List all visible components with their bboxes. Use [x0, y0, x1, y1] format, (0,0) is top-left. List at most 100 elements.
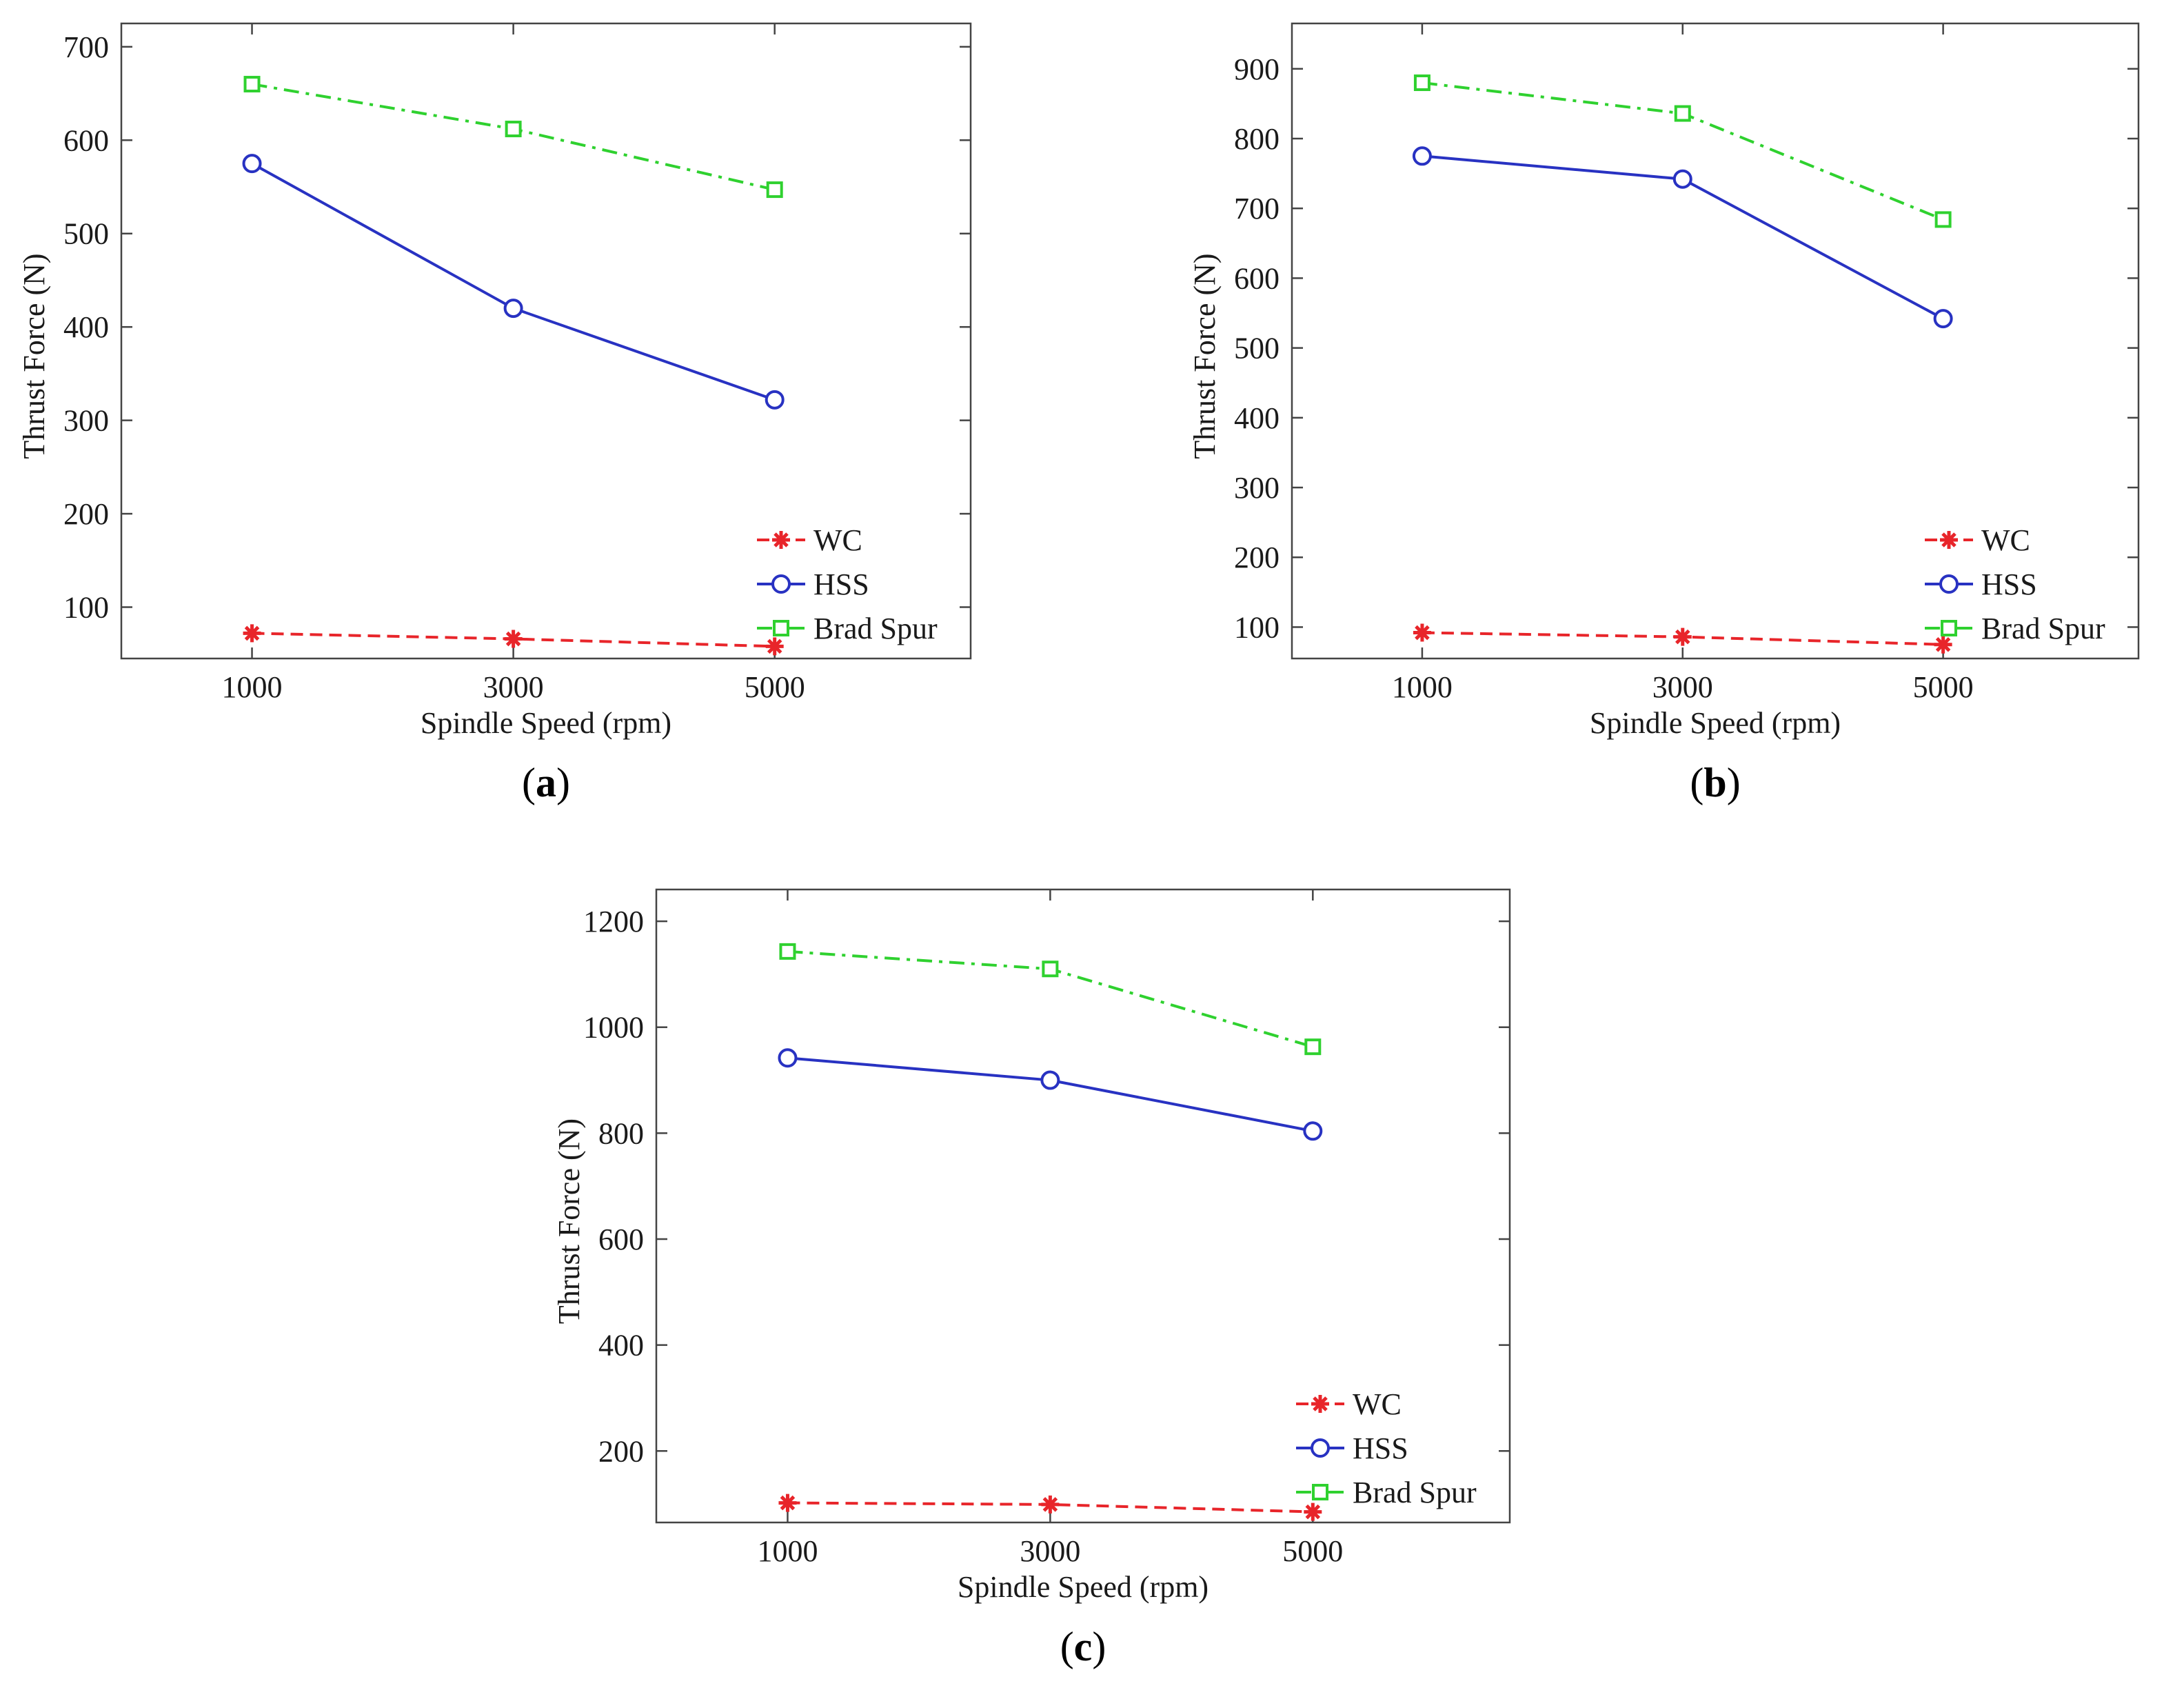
data-point: [504, 630, 523, 648]
x-axis-label: Spindle Speed (rpm): [1590, 706, 1841, 740]
data-point: [1042, 961, 1059, 978]
x-tick-label: 5000: [1282, 1534, 1343, 1568]
series-wc: [243, 624, 784, 656]
panel-caption: (c): [1060, 1624, 1106, 1669]
chart-panel-c: 200 400 600 800 1000 1200 1000 3000 5000 Spindle …: [538, 850, 1630, 1699]
legend-label: WC: [1353, 1387, 1402, 1421]
series-brad-spur: [779, 943, 1322, 1056]
y-tick-label: 1200: [583, 905, 644, 938]
legend-item: HSS: [757, 567, 869, 601]
data-point: [778, 1494, 797, 1512]
legend-label: Brad Spur: [1981, 612, 2105, 645]
data-point: [1934, 211, 1952, 228]
series-brad-spur: [1413, 74, 1952, 228]
legend-item: WC: [1925, 523, 2030, 557]
y-tick-label: 900: [1234, 52, 1280, 86]
x-tick-label: 5000: [1913, 670, 1974, 704]
y-axis-label: Thrust Force (N): [17, 253, 51, 459]
y-tick-label: 200: [598, 1434, 644, 1468]
y-tick-label: 1000: [583, 1011, 644, 1045]
legend-label: HSS: [813, 567, 869, 601]
panel-caption: (b): [1690, 760, 1740, 805]
chart-svg-b: 100 200 300 400 500 600 700 800 900 1000 3000 5000 S…: [1188, 22, 2140, 805]
data-point: [1413, 623, 1431, 642]
data-point: [765, 637, 784, 656]
x-tick-label: 5000: [745, 670, 805, 704]
y-tick-label: 600: [63, 123, 109, 157]
panel-letter: a: [536, 760, 556, 805]
series-hss: [1412, 146, 1953, 329]
y-tick-label: 500: [63, 217, 109, 251]
data-point: [1303, 1121, 1323, 1141]
y-tick-label: 700: [1234, 192, 1280, 225]
series-line: [1422, 81, 1944, 221]
x-axis: 1000 3000 5000: [757, 889, 1343, 1568]
data-point: [778, 1048, 798, 1068]
series-line: [251, 162, 776, 401]
y-tick-label: 700: [63, 30, 109, 64]
legend-label: HSS: [1353, 1431, 1408, 1465]
y-axis-label: Thrust Force (N): [1188, 253, 1222, 459]
series-hss: [778, 1048, 1323, 1141]
y-tick-label: 400: [1234, 401, 1280, 435]
y-tick-label: 600: [1234, 261, 1280, 295]
x-axis-label: Spindle Speed (rpm): [958, 1570, 1209, 1604]
y-tick-label: 400: [598, 1329, 644, 1363]
plot-frame: [1291, 22, 2140, 660]
data-point: [505, 121, 522, 138]
series-line: [787, 1056, 1313, 1133]
legend-marker: [773, 620, 789, 636]
x-axis: 1000 3000 5000: [222, 23, 805, 704]
legend-item: WC: [1296, 1387, 1402, 1421]
y-tick-label: 800: [598, 1116, 644, 1150]
data-point: [1304, 1038, 1322, 1056]
legend-item: HSS: [1296, 1431, 1408, 1465]
legend-item: Brad Spur: [757, 612, 938, 645]
x-tick-label: 3000: [483, 670, 544, 704]
data-point: [1304, 1502, 1322, 1521]
panel-letter: b: [1703, 760, 1726, 805]
legend-item: Brad Spur: [1296, 1476, 1477, 1509]
data-point: [243, 76, 261, 93]
chart-panel-b: 100 200 300 400 500 600 700 800 900 1000 3000 5000 S…: [1092, 0, 2184, 850]
y-tick-label: 600: [598, 1223, 644, 1256]
y-tick-label: 300: [63, 404, 109, 438]
chart-svg-c: 200 400 600 800 1000 1200 1000 3000 5000 Spindle …: [552, 888, 1511, 1669]
legend-label: Brad Spur: [813, 612, 938, 645]
legend-marker: [772, 531, 790, 549]
data-point: [1673, 627, 1692, 646]
y-axis: 200 400 600 800 1000 1200: [583, 905, 1510, 1468]
legend: WC HSS Brad Spur: [1296, 1387, 1477, 1509]
chart-panel-a: 100 200 300 400 500 600 700 1000 3000 5000 Spindle…: [0, 0, 1092, 850]
data-point: [1041, 1495, 1060, 1514]
legend-item: WC: [757, 523, 862, 557]
y-tick-label: 100: [63, 591, 109, 625]
y-tick-label: 200: [1234, 541, 1280, 574]
y-tick-label: 300: [1234, 471, 1280, 505]
legend: WC HSS Brad Spur: [1925, 523, 2105, 645]
x-tick-label: 1000: [757, 1534, 818, 1568]
legend-label: WC: [813, 523, 862, 557]
x-axis: 1000 3000 5000: [1392, 23, 1974, 704]
x-tick-label: 1000: [222, 670, 283, 704]
panel-caption: (a): [522, 760, 570, 805]
x-tick-label: 1000: [1392, 670, 1453, 704]
legend-item: Brad Spur: [1925, 612, 2105, 645]
legend-marker: [1311, 1395, 1329, 1413]
data-point: [1934, 635, 1952, 654]
legend-label: Brad Spur: [1353, 1476, 1477, 1509]
y-tick-label: 500: [1234, 332, 1280, 365]
y-axis-label: Thrust Force (N): [552, 1118, 586, 1324]
data-point: [1674, 105, 1691, 122]
data-point: [1413, 74, 1430, 92]
y-axis: 100 200 300 400 500 600 700: [63, 30, 971, 625]
legend-marker: [1312, 1484, 1328, 1500]
y-tick-label: 800: [1234, 122, 1280, 156]
legend-item: HSS: [1925, 567, 2037, 601]
y-tick-label: 400: [63, 310, 109, 344]
y-axis: 100 200 300 400 500 600 700 800 900: [1234, 52, 2138, 644]
plot-frame: [655, 888, 1511, 1524]
legend-marker: [1311, 1438, 1330, 1458]
legend-marker: [1941, 620, 1957, 636]
